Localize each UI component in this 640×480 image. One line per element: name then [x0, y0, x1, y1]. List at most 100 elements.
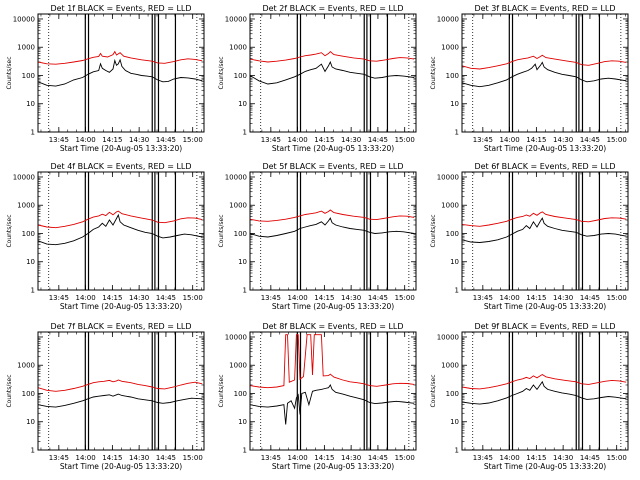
plot-frame	[37, 13, 205, 133]
x-tick-label: 14:45	[580, 136, 600, 144]
panel-title: Det 4f BLACK = Events, RED = LLD	[50, 162, 191, 171]
x-axis-label: Start Time (20-Aug-05 13:33:20)	[60, 462, 182, 471]
x-tick-label: 13:45	[473, 136, 493, 144]
y-tick-label: 1	[243, 287, 247, 295]
x-tick-label: 14:00	[288, 454, 308, 462]
x-tick-label: 14:15	[314, 454, 334, 462]
x-tick-label: 14:30	[553, 454, 573, 462]
y-tick-label: 1	[243, 129, 247, 137]
x-tick-label: 15:00	[395, 454, 415, 462]
x-tick-label: 13:45	[261, 136, 281, 144]
x-tick-label: 14:15	[102, 136, 122, 144]
series-line-events	[462, 380, 627, 405]
series-line-lld	[250, 209, 415, 222]
detector-panel-6: Det 6f BLACK = Events, RED = LLD Counts/s…	[430, 162, 629, 311]
detector-panel-2: Det 2f BLACK = Events, RED = LLD Counts/s…	[218, 4, 417, 153]
y-tick-label: 1	[243, 447, 247, 455]
x-tick-label: 15:00	[183, 454, 203, 462]
detector-panel-9: Det 9f BLACK = Events, RED = LLD Counts/s…	[430, 322, 629, 471]
detector-panel-4: Det 4f BLACK = Events, RED = LLD Counts/s…	[6, 162, 205, 311]
x-tick-label: 15:00	[607, 294, 627, 302]
plot-frame	[461, 13, 629, 133]
y-axis-label: Counts/sec	[6, 374, 13, 407]
panel-title: Det 3f BLACK = Events, RED = LLD	[474, 4, 615, 13]
x-axis-label: Start Time (20-Aug-05 13:33:20)	[484, 462, 606, 471]
panel-title: Det 8f BLACK = Events, RED = LLD	[262, 322, 403, 331]
panel-title: Det 6f BLACK = Events, RED = LLD	[474, 162, 615, 171]
y-tick-label: 1	[455, 129, 459, 137]
y-tick-label: 1	[31, 447, 35, 455]
y-axis-label: Counts/sec	[6, 214, 13, 247]
series-line-events	[38, 213, 203, 246]
plot-frame	[461, 171, 629, 291]
panel-title: Det 2f BLACK = Events, RED = LLD	[262, 4, 403, 13]
panel-title: Det 5f BLACK = Events, RED = LLD	[262, 162, 403, 171]
x-tick-label: 14:45	[368, 454, 388, 462]
y-axis-label: Counts/sec	[430, 214, 437, 247]
y-tick-label: 1	[455, 447, 459, 455]
series-line-lld	[38, 50, 203, 65]
y-tick-label: 10000	[437, 333, 459, 341]
y-tick-label: 1000	[229, 362, 247, 370]
x-tick-label: 14:00	[500, 136, 520, 144]
plot-frame	[37, 331, 205, 451]
y-tick-label: 100	[234, 72, 247, 80]
y-tick-label: 100	[446, 390, 459, 398]
series-line-lld	[38, 379, 203, 392]
detector-panel-5: Det 5f BLACK = Events, RED = LLD Counts/s…	[218, 162, 417, 311]
x-tick-label: 14:15	[526, 454, 546, 462]
x-tick-label: 14:15	[314, 294, 334, 302]
x-axis-label: Start Time (20-Aug-05 13:33:20)	[272, 144, 394, 153]
series-line-lld	[250, 50, 415, 63]
y-tick-label: 100	[22, 390, 35, 398]
y-axis-label: Counts/sec	[218, 374, 225, 407]
x-tick-label: 13:45	[473, 294, 493, 302]
series-line-events	[250, 217, 415, 238]
plot-frame	[37, 171, 205, 291]
x-tick-label: 14:30	[129, 454, 149, 462]
x-tick-label: 14:45	[368, 294, 388, 302]
y-tick-label: 1000	[441, 362, 459, 370]
x-tick-label: 14:30	[129, 294, 149, 302]
x-tick-label: 13:45	[261, 294, 281, 302]
x-tick-label: 15:00	[183, 294, 203, 302]
x-axis-label: Start Time (20-Aug-05 13:33:20)	[272, 462, 394, 471]
x-tick-label: 14:30	[341, 454, 361, 462]
x-tick-label: 15:00	[607, 454, 627, 462]
y-tick-label: 1000	[441, 202, 459, 210]
series-line-lld	[462, 211, 627, 227]
series-line-lld	[250, 334, 415, 389]
y-tick-label: 1000	[441, 44, 459, 52]
plot-frame	[249, 331, 417, 451]
y-tick-label: 10	[26, 258, 35, 266]
x-tick-label: 14:00	[76, 294, 96, 302]
y-tick-label: 1	[455, 287, 459, 295]
y-tick-label: 100	[234, 390, 247, 398]
y-tick-label: 10	[450, 100, 459, 108]
y-tick-label: 10000	[13, 15, 35, 23]
y-axis-label: Counts/sec	[218, 56, 225, 89]
y-tick-label: 1	[31, 287, 35, 295]
x-tick-label: 13:45	[261, 454, 281, 462]
y-tick-label: 1000	[229, 202, 247, 210]
y-tick-label: 10	[450, 258, 459, 266]
detector-panel-1: Det 1f BLACK = Events, RED = LLD Counts/s…	[6, 4, 205, 153]
plot-frame	[249, 171, 417, 291]
x-tick-label: 14:15	[102, 454, 122, 462]
x-tick-label: 14:45	[156, 454, 176, 462]
series-line-events	[38, 58, 203, 87]
y-tick-label: 10	[26, 418, 35, 426]
panel-title: Det 7f BLACK = Events, RED = LLD	[50, 322, 191, 331]
y-tick-label: 100	[446, 230, 459, 238]
x-tick-label: 14:30	[553, 294, 573, 302]
y-tick-label: 1000	[17, 202, 35, 210]
series-line-events	[462, 61, 627, 88]
x-tick-label: 14:45	[580, 454, 600, 462]
y-axis-label: Counts/sec	[430, 374, 437, 407]
x-axis-label: Start Time (20-Aug-05 13:33:20)	[60, 144, 182, 153]
panel-title: Det 1f BLACK = Events, RED = LLD	[50, 4, 191, 13]
y-tick-label: 10	[238, 418, 247, 426]
x-tick-label: 13:45	[49, 136, 69, 144]
